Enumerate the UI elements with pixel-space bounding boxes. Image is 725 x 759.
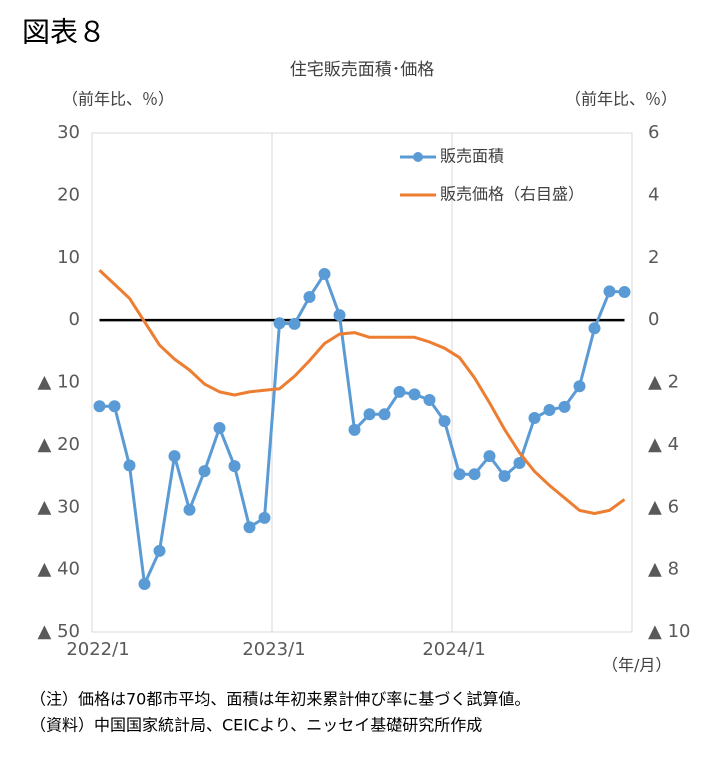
data-point — [363, 408, 376, 421]
y-axis-label: （前年比、％） — [62, 90, 174, 109]
series-line — [98, 269, 626, 515]
y-tick-label: ▲ 40 — [38, 559, 80, 580]
data-point — [123, 459, 136, 472]
data-point — [318, 267, 331, 280]
y2-tick-label: 0 — [648, 309, 659, 330]
y-tick-label: ▲ 20 — [38, 434, 80, 455]
data-point — [108, 400, 121, 413]
data-point — [213, 422, 226, 435]
y2-tick-label: ▲ 10 — [648, 621, 690, 642]
y2-tick-label: 2 — [648, 247, 659, 268]
data-point — [303, 291, 316, 304]
data-point — [228, 460, 241, 473]
data-point — [513, 456, 526, 469]
data-point — [93, 400, 106, 413]
legend-label: 販売面積 — [440, 147, 504, 166]
y-tick-label: ▲ 10 — [38, 372, 80, 393]
x-axis-label: （年/月） — [602, 656, 671, 675]
data-point — [438, 415, 451, 428]
y-tick-label: 20 — [57, 184, 80, 205]
y-tick-label: 10 — [57, 247, 80, 268]
data-point — [273, 317, 286, 330]
data-point — [348, 423, 361, 436]
x-tick-label: 2023/1 — [242, 639, 305, 660]
plot-area — [91, 132, 633, 633]
data-point — [558, 400, 571, 413]
data-point — [498, 470, 511, 483]
data-point — [468, 468, 481, 481]
data-point — [258, 511, 271, 524]
y2-tick-label: ▲ 8 — [648, 559, 679, 580]
data-point — [198, 465, 211, 478]
data-point — [168, 450, 181, 463]
data-point — [408, 388, 421, 401]
y2-tick-label: 6 — [648, 122, 659, 143]
data-point — [243, 521, 256, 534]
y-tick-label: 30 — [57, 122, 80, 143]
y2-tick-label: ▲ 4 — [648, 434, 679, 455]
y-tick-label: ▲ 30 — [38, 496, 80, 517]
chart-title: 住宅販売面積･価格 — [290, 60, 435, 80]
y-tick-label: 0 — [69, 309, 80, 330]
data-point — [138, 577, 151, 590]
data-point — [528, 412, 541, 425]
data-point — [588, 322, 601, 335]
legend-label: 販売価格（右目盛） — [440, 185, 584, 204]
y2-tick-label: ▲ 6 — [648, 496, 679, 517]
data-point — [483, 450, 496, 463]
legend-marker — [413, 152, 423, 162]
data-point — [153, 544, 166, 557]
data-point — [423, 393, 436, 406]
data-point — [288, 317, 301, 330]
data-point — [393, 385, 406, 398]
data-point — [378, 408, 391, 421]
data-point — [573, 380, 586, 393]
y-tick-label: ▲ 50 — [38, 621, 80, 642]
data-point — [333, 309, 346, 322]
y2-axis-label: （前年比、％） — [565, 90, 677, 109]
y2-tick-label: 4 — [648, 184, 659, 205]
data-point — [453, 468, 466, 481]
note: （資料）中国国家統計局、CEICより、ニッセイ基礎研究所作成 — [30, 716, 482, 735]
figure-label: 図表８ — [22, 16, 106, 49]
x-tick-label: 2024/1 — [422, 639, 485, 660]
note: （注）価格は70都市平均、面積は年初来累計伸び率に基づく試算値。 — [30, 690, 530, 709]
x-tick-label: 2022/1 — [66, 639, 129, 660]
data-point — [603, 285, 616, 298]
data-point — [618, 286, 631, 299]
data-point — [543, 403, 556, 416]
data-point — [183, 503, 196, 516]
y2-tick-label: ▲ 2 — [648, 372, 679, 393]
